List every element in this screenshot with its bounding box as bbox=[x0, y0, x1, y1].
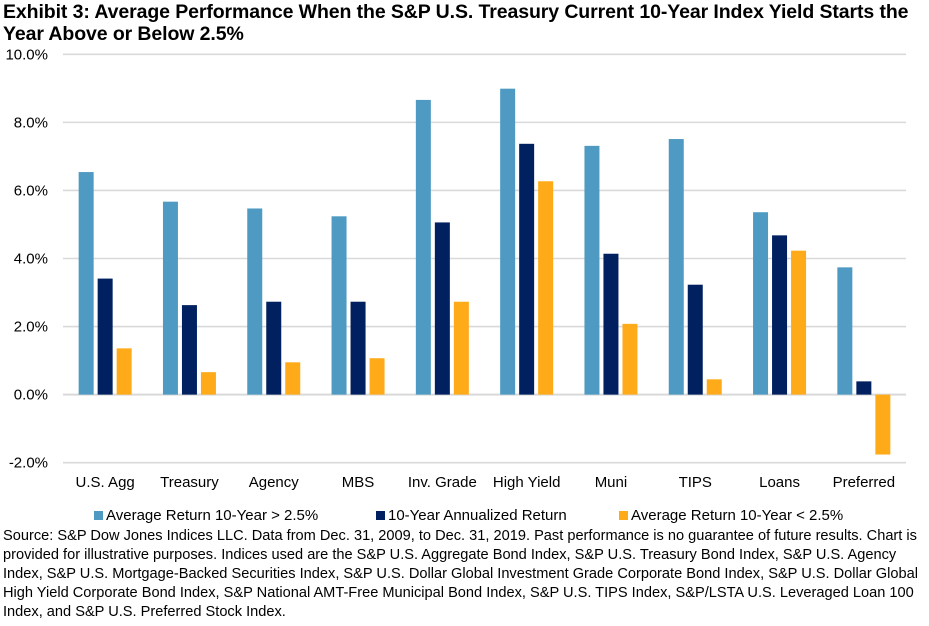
bar-muni-series-0 bbox=[584, 145, 600, 395]
legend-item-above: Average Return 10-Year > 2.5% bbox=[94, 507, 318, 524]
y-axis-ticks: -2.0% 0.0% 2.0% 4.0% 6.0% 8.0% 10.0% bbox=[5, 46, 48, 471]
x-tick-label: High Yield bbox=[493, 474, 561, 491]
bar-high-yield-series-2 bbox=[538, 181, 554, 395]
bar-loans-series-0 bbox=[753, 212, 769, 395]
bar-chart: -2.0% 0.0% 2.0% 4.0% 6.0% 8.0% 10.0% U.S. Agg T… bbox=[5, 46, 906, 491]
y-tick-label: 10.0% bbox=[5, 46, 48, 63]
x-tick-label: Agency bbox=[249, 474, 300, 491]
bar-tips-series-1 bbox=[687, 284, 703, 395]
legend-swatch-annualized bbox=[376, 511, 385, 520]
y-tick-label: 6.0% bbox=[14, 182, 48, 199]
bar-u-s-agg-series-1 bbox=[97, 278, 113, 395]
y-tick-label: 8.0% bbox=[14, 114, 48, 131]
y-tick-label: 2.0% bbox=[14, 319, 48, 336]
bar-agency-series-0 bbox=[247, 208, 263, 395]
bar-tips-series-0 bbox=[668, 139, 684, 395]
y-tick-label: 4.0% bbox=[14, 251, 48, 268]
legend-swatch-above bbox=[94, 511, 103, 520]
x-tick-label: Treasury bbox=[160, 474, 219, 491]
chart-title: Exhibit 3: Average Performance When the … bbox=[3, 1, 909, 45]
bar-mbs-series-2 bbox=[369, 358, 385, 395]
legend-swatch-below bbox=[619, 511, 628, 520]
bar-treasury-series-1 bbox=[181, 305, 197, 395]
bar-loans-series-1 bbox=[772, 235, 788, 395]
x-tick-label: MBS bbox=[342, 474, 375, 491]
bar-mbs-series-0 bbox=[331, 216, 347, 395]
x-tick-label: U.S. Agg bbox=[76, 474, 135, 491]
bar-muni-series-1 bbox=[603, 253, 619, 395]
bar-u-s-agg-series-2 bbox=[116, 348, 132, 395]
legend-item-below: Average Return 10-Year < 2.5% bbox=[619, 507, 843, 524]
x-tick-label: Preferred bbox=[833, 474, 896, 491]
source-footnote: Source: S&P Dow Jones Indices LLC. Data … bbox=[3, 528, 918, 620]
legend-label-annualized: 10-Year Annualized Return bbox=[388, 507, 567, 524]
bar-high-yield-series-1 bbox=[519, 143, 535, 395]
legend-item-annualized: 10-Year Annualized Return bbox=[376, 507, 567, 524]
x-tick-label: TIPS bbox=[679, 474, 712, 491]
y-tick-label: -2.0% bbox=[9, 455, 48, 472]
bar-high-yield-series-0 bbox=[500, 88, 516, 395]
y-tick-label: 0.0% bbox=[14, 387, 48, 404]
legend-label-below: Average Return 10-Year < 2.5% bbox=[631, 507, 844, 524]
bar-agency-series-2 bbox=[285, 362, 301, 395]
bar-inv-grade-series-0 bbox=[415, 99, 431, 395]
bar-muni-series-2 bbox=[622, 323, 638, 395]
bar-mbs-series-1 bbox=[350, 301, 366, 395]
bar-preferred-series-2 bbox=[875, 394, 891, 455]
bar-preferred-series-0 bbox=[837, 267, 853, 395]
legend: Average Return 10-Year > 2.5% 10-Year An… bbox=[0, 507, 929, 527]
x-axis-ticks: U.S. Agg Treasury Agency MBS Inv. Grade High … bbox=[76, 474, 896, 491]
x-tick-label: Muni bbox=[595, 474, 628, 491]
bars bbox=[78, 88, 891, 455]
bar-inv-grade-series-2 bbox=[453, 301, 469, 395]
bar-treasury-series-2 bbox=[200, 372, 216, 395]
x-tick-label: Inv. Grade bbox=[408, 474, 477, 491]
bar-agency-series-1 bbox=[266, 301, 282, 395]
bar-u-s-agg-series-0 bbox=[78, 172, 94, 395]
bar-inv-grade-series-1 bbox=[434, 222, 450, 395]
bar-tips-series-2 bbox=[706, 379, 722, 395]
bar-loans-series-2 bbox=[791, 250, 807, 395]
bar-preferred-series-1 bbox=[856, 381, 872, 395]
legend-label-above: Average Return 10-Year > 2.5% bbox=[106, 507, 319, 524]
x-tick-label: Loans bbox=[759, 474, 800, 491]
bar-treasury-series-0 bbox=[162, 201, 178, 395]
